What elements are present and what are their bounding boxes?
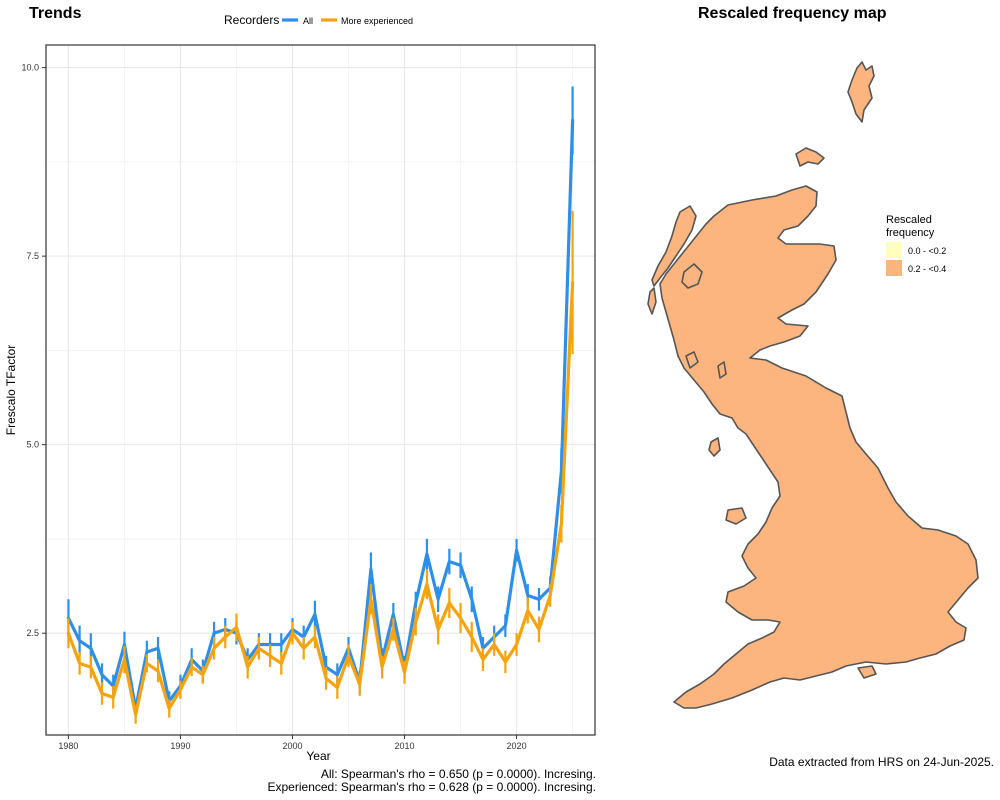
legend-title: Recorders (224, 13, 279, 27)
trends-title: Trends (29, 5, 82, 22)
map-region-uist (647, 287, 657, 315)
y-axis-title: Frescalo TFactor (4, 345, 18, 435)
x-axis-title: Year (306, 749, 330, 763)
plot-background (46, 45, 595, 735)
legend-label: More experienced (341, 16, 413, 26)
footnote-block: All: Spearman's rho = 0.650 (p = 0.0000)… (0, 767, 597, 794)
map-legend-title-line1: Rescaled (886, 214, 932, 226)
legend-label: All (303, 16, 313, 26)
map-region-isle-of-man (708, 437, 721, 457)
legend-item-all: All (282, 16, 313, 26)
series-more-experienced (66, 210, 575, 724)
map-region-lewis (651, 205, 697, 287)
y-tick-label: 7.5 (26, 251, 39, 261)
x-tick-label: 1990 (170, 741, 190, 751)
map-legend-label-low: 0.0 - <0.2 (908, 246, 946, 256)
frequency-map: Rescaled frequency 0.0 - <0.2 0.2 - <0.4 (647, 61, 979, 709)
plot-area: 1980 1990 2000 2010 2020 2.5 5.0 7.5 10.0 Year Fre… (4, 44, 596, 763)
map-legend-swatch-high (886, 260, 902, 276)
map-region-shetland (847, 61, 875, 123)
x-tick-label: 2010 (395, 741, 415, 751)
legend-item-more-experienced: More experienced (321, 16, 413, 26)
spearman-experienced-text: Experienced: Spearman's rho = 0.628 (p =… (267, 780, 597, 794)
map-region-skye (681, 263, 703, 289)
map-title: Rescaled frequency map (698, 5, 887, 22)
map-legend-label-high: 0.2 - <0.4 (908, 264, 946, 274)
series-line (66, 118, 575, 711)
x-tick-label: 1980 (58, 741, 78, 751)
chart-legend: Recorders All More experienced (224, 13, 413, 27)
plot-border (45, 44, 596, 736)
data-source-text: Data extracted from HRS on 24-Jun-2025. (769, 755, 994, 769)
trends-chart: Recorders All More experienced 1980 1990 200… (4, 13, 596, 763)
map-legend-swatch-low (886, 242, 902, 258)
map-region-great-britain (659, 185, 979, 709)
map-region-islay (685, 351, 699, 369)
x-tick-label: 2020 (507, 741, 527, 751)
map-legend: Rescaled frequency 0.0 - <0.2 0.2 - <0.4 (886, 214, 946, 276)
series-line (66, 280, 575, 717)
map-region-anglesey (725, 507, 747, 525)
y-tick-label: 10.0 (21, 63, 39, 73)
y-tick-label: 5.0 (26, 440, 39, 450)
map-legend-title-line2: frequency (886, 227, 935, 239)
y-tick-label: 2.5 (26, 628, 39, 638)
x-tick-label: 2000 (282, 741, 302, 751)
spearman-all-text: All: Spearman's rho = 0.650 (p = 0.0000)… (320, 767, 596, 781)
map-region-arran (717, 361, 727, 379)
map-region-isle-of-wight (857, 665, 877, 679)
map-region-orkney (795, 147, 825, 167)
